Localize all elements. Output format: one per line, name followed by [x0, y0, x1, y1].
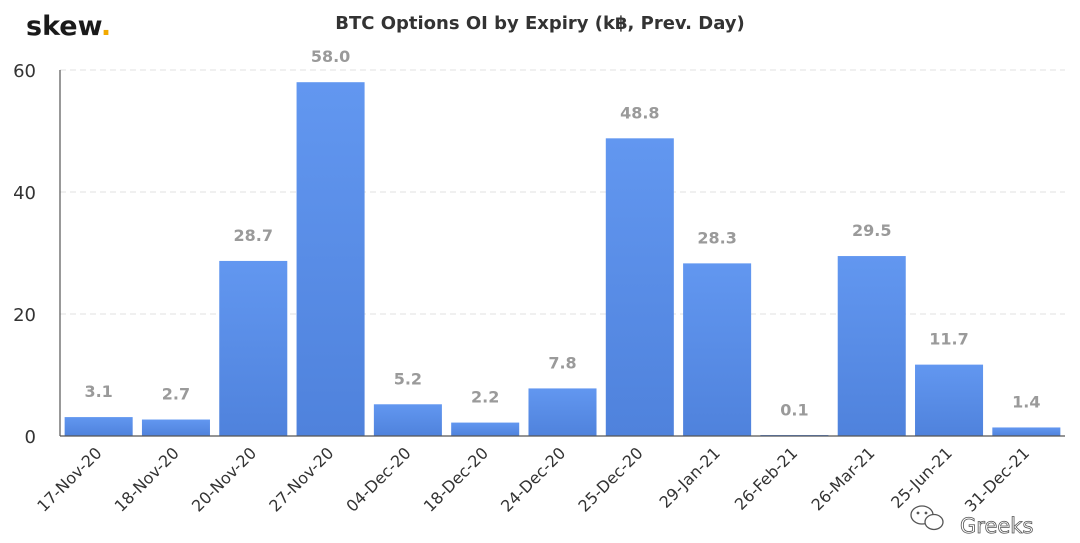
- bar: [605, 138, 674, 436]
- data-label: 0.1: [780, 400, 808, 419]
- bar: [141, 419, 210, 436]
- x-tick-label: 25-Dec-20: [574, 443, 646, 515]
- data-label: 2.2: [471, 388, 499, 407]
- brand-logo: skew.: [26, 11, 111, 42]
- y-axis-ticks: 0 20 40 60: [13, 61, 36, 448]
- bar: [451, 422, 520, 436]
- gridlines: [60, 69, 1065, 315]
- x-tick-label: 18-Dec-20: [420, 443, 492, 515]
- data-label: 28.7: [234, 226, 273, 245]
- x-tick-label: 26-Feb-21: [731, 443, 801, 513]
- data-labels: 3.1 2.7 28.7 58.0 5.2 2.2 7.8 48.8 28.3 0.1 29.5 11…: [84, 47, 1040, 419]
- brand-name: skew: [26, 11, 102, 42]
- bar: [528, 388, 597, 436]
- y-tick-label: 20: [13, 305, 36, 326]
- x-tick-label: 26-Mar-21: [808, 443, 879, 514]
- wechat-icon: [910, 505, 944, 531]
- x-tick-label: 31-Dec-21: [961, 443, 1033, 515]
- y-tick-label: 0: [25, 427, 36, 448]
- data-label: 7.8: [548, 353, 576, 372]
- watermark: Greeks: [910, 505, 1034, 538]
- data-label: 58.0: [311, 47, 350, 66]
- x-tick-label: 17-Nov-20: [33, 443, 105, 515]
- data-label: 29.5: [852, 221, 891, 240]
- bar: [373, 404, 442, 436]
- bars: [64, 82, 1061, 436]
- data-label: 48.8: [620, 103, 659, 122]
- data-label: 5.2: [394, 369, 422, 388]
- axes: [59, 70, 1065, 437]
- brand-dot: .: [101, 11, 111, 42]
- x-axis-ticks: 17-Nov-20 18-Nov-20 20-Nov-20 27-Nov-20 04-D…: [33, 443, 1033, 515]
- svg-text:skew.: skew.: [26, 11, 111, 42]
- bar: [837, 256, 906, 436]
- data-label: 2.7: [162, 385, 190, 404]
- bar: [915, 364, 984, 436]
- y-tick-label: 40: [13, 183, 36, 204]
- x-tick-label: 20-Nov-20: [188, 443, 260, 515]
- y-tick-label: 60: [13, 61, 36, 82]
- data-label: 1.4: [1012, 392, 1040, 411]
- x-tick-label: 29-Jan-21: [655, 443, 723, 511]
- bar: [64, 417, 133, 436]
- x-tick-label: 18-Nov-20: [111, 443, 183, 515]
- bar: [992, 427, 1061, 436]
- data-label: 28.3: [697, 228, 736, 247]
- watermark-text: Greeks: [960, 514, 1033, 538]
- x-tick-label: 24-Dec-20: [497, 443, 569, 515]
- x-tick-label: 27-Nov-20: [265, 443, 337, 515]
- bar: [296, 82, 365, 436]
- data-label: 11.7: [929, 330, 968, 349]
- data-label: 3.1: [84, 382, 112, 401]
- bar: [219, 260, 288, 436]
- chart-title: BTC Options OI by Expiry (k฿, Prev. Day): [335, 13, 745, 34]
- x-tick-label: 25-Jun-21: [887, 443, 956, 512]
- x-tick-label: 04-Dec-20: [342, 443, 414, 515]
- bar: [683, 263, 752, 436]
